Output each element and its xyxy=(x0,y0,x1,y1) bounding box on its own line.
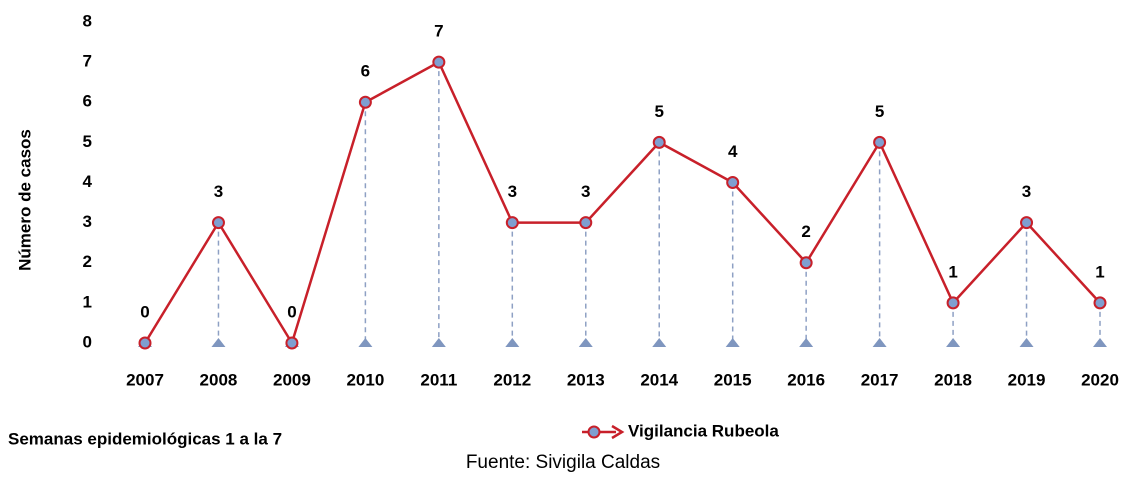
data-point xyxy=(1093,296,1107,310)
baseline-marker xyxy=(578,338,593,347)
x-tick-label: 2017 xyxy=(861,370,899,389)
data-point xyxy=(432,55,446,69)
x-tick-label: 2012 xyxy=(493,370,531,389)
data-label: 7 xyxy=(434,22,443,41)
x-tick-label: 2008 xyxy=(200,370,238,389)
baseline-marker xyxy=(872,338,887,347)
baseline-marker xyxy=(211,338,226,347)
y-tick-label: 8 xyxy=(83,11,92,30)
x-tick-label: 2007 xyxy=(126,370,164,389)
data-label: 3 xyxy=(581,182,590,201)
baseline-marker xyxy=(652,338,667,347)
data-point xyxy=(211,216,225,230)
y-tick-label: 6 xyxy=(83,92,92,111)
y-tick-label: 2 xyxy=(83,252,92,271)
baseline-marker xyxy=(1093,338,1107,347)
data-point xyxy=(505,216,519,230)
y-tick-label: 3 xyxy=(83,212,92,231)
data-label: 3 xyxy=(1022,182,1031,201)
x-tick-label: 2019 xyxy=(1008,370,1046,389)
source: Fuente: Sivigila Caldas xyxy=(466,452,660,473)
data-label: 6 xyxy=(361,62,370,81)
x-tick-label: 2015 xyxy=(714,370,752,389)
baseline-marker xyxy=(725,338,740,347)
data-label: 5 xyxy=(875,102,884,121)
data-point xyxy=(946,296,960,310)
data-point xyxy=(285,336,299,350)
legend-label: Vigilancia Rubeola xyxy=(628,421,779,440)
data-point xyxy=(138,336,152,350)
baseline-marker xyxy=(358,338,373,347)
legend-arrow xyxy=(611,424,625,440)
data-label: 3 xyxy=(508,182,517,201)
data-label: 4 xyxy=(728,142,738,161)
y-tick-label: 5 xyxy=(83,132,92,151)
data-label: 3 xyxy=(214,182,223,201)
data-point xyxy=(873,135,887,149)
y-tick-label: 0 xyxy=(83,332,92,351)
x-tick-label: 2013 xyxy=(567,370,605,389)
y-axis-title: Número de casos xyxy=(15,129,34,271)
y-tick-label: 7 xyxy=(83,52,92,71)
data-label: 5 xyxy=(654,102,663,121)
x-tick-label: 2020 xyxy=(1081,370,1119,389)
data-label: 2 xyxy=(801,222,810,241)
x-axis-title: Semanas epidemiológicas 1 a la 7 xyxy=(8,429,282,448)
data-point xyxy=(652,135,666,149)
x-tick-label: 2011 xyxy=(420,370,457,389)
data-point xyxy=(799,256,813,270)
data-label: 0 xyxy=(140,302,149,321)
data-label: 1 xyxy=(1095,262,1104,281)
data-label: 1 xyxy=(948,262,957,281)
baseline-marker xyxy=(799,338,814,347)
data-point xyxy=(579,216,593,230)
baseline-marker xyxy=(1019,338,1034,347)
y-tick-label: 1 xyxy=(83,292,92,311)
x-tick-label: 2010 xyxy=(346,370,384,389)
baseline-marker xyxy=(505,338,520,347)
baseline-marker xyxy=(431,338,446,347)
data-point xyxy=(726,176,740,189)
x-tick-label: 2014 xyxy=(640,370,678,389)
baseline-marker xyxy=(946,338,961,347)
x-tick-label: 2018 xyxy=(934,370,972,389)
x-tick-label: 2016 xyxy=(787,370,825,389)
data-label: 0 xyxy=(287,302,296,321)
x-tick-label: 2009 xyxy=(273,370,311,389)
series-line xyxy=(143,60,1101,347)
legend-marker xyxy=(587,425,601,439)
y-tick-label: 4 xyxy=(83,172,93,191)
data-point xyxy=(358,95,372,109)
data-point xyxy=(1020,216,1034,230)
